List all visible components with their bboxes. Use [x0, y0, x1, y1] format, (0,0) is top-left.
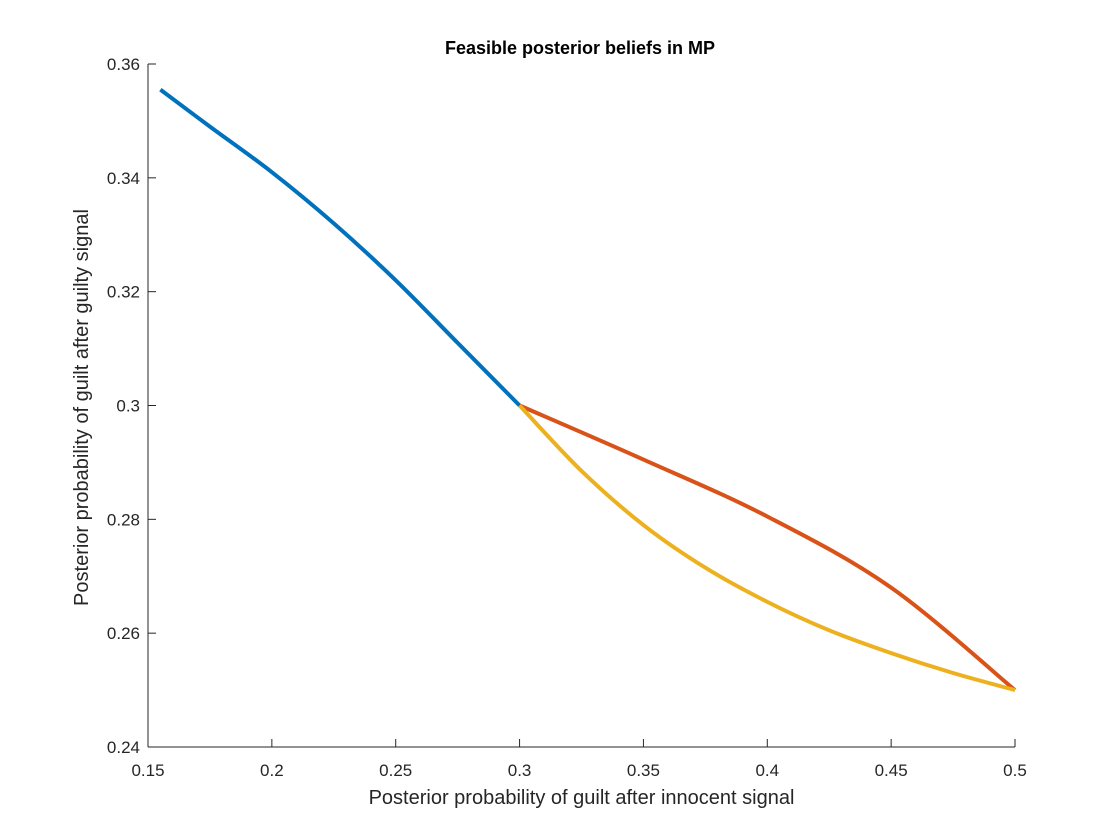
- x-axis-ticks: 0.15 0.2 0.25 0.3 0.35 0.4 0.45 0.5: [131, 739, 1027, 780]
- chart-title: Feasible posterior beliefs in MP: [445, 38, 715, 58]
- plot-area: 0.15 0.2 0.25 0.3 0.35 0.4 0.45 0.5 0.240.260.2…: [107, 55, 1027, 780]
- series-line-yellow-curve: [518, 404, 1016, 693]
- x-tick-label: 0.45: [875, 761, 908, 780]
- x-tick-label: 0.4: [755, 761, 779, 780]
- y-tick-label: 0.3: [116, 397, 140, 416]
- y-tick-label: 0.36: [107, 55, 140, 74]
- x-tick-label: 0.15: [131, 761, 164, 780]
- series-layer: [159, 88, 1017, 693]
- y-tick-label: 0.32: [107, 283, 140, 302]
- y-axis-ticks: 0.24 0.26 0.28 0.3 0.32 0.34 0.36: [107, 55, 156, 757]
- x-axis-label: Posterior probability of guilt after inn…: [369, 787, 795, 809]
- x-tick-label: 0.3: [508, 761, 532, 780]
- x-tick-label: 0.2: [260, 761, 284, 780]
- x-tick-label: 0.25: [379, 761, 412, 780]
- series-line-blue-curve: [159, 88, 521, 407]
- y-tick-label: 0.34: [107, 169, 140, 188]
- y-tick-label: 0.26: [107, 624, 140, 643]
- series-line-red-curve: [518, 403, 1017, 692]
- y-axis-label: Posterior probability of guilt after gui…: [71, 209, 93, 606]
- y-tick-label: 0.28: [107, 510, 140, 529]
- y-tick-label: 0.24: [107, 738, 140, 757]
- x-tick-label: 0.5: [1003, 761, 1027, 780]
- x-tick-label: 0.35: [627, 761, 660, 780]
